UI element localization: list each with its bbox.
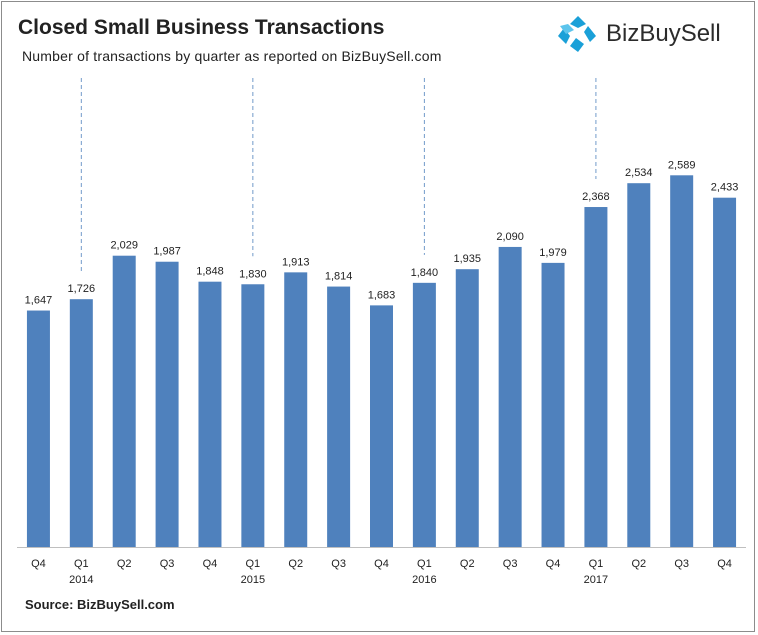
data-label: 1,840 (411, 267, 439, 279)
data-label: 2,090 (496, 231, 524, 243)
bar (284, 272, 308, 547)
x-year-label: 2015 (241, 574, 265, 586)
data-label: 1,848 (196, 266, 224, 278)
source-note: Source: BizBuySell.com (25, 597, 175, 612)
bar (327, 286, 351, 547)
x-tick-label: Q4 (546, 558, 561, 570)
data-label: 1,814 (325, 271, 353, 283)
data-label: 2,589 (668, 159, 696, 171)
x-year-label: 2016 (412, 574, 436, 586)
x-tick-label: Q3 (331, 558, 346, 570)
x-tick-label: Q1 (246, 558, 261, 570)
data-label: 1,683 (368, 289, 396, 301)
x-year-label: 2017 (584, 574, 608, 586)
bar (26, 310, 50, 547)
x-year-label: 2014 (69, 574, 93, 586)
data-label: 1,935 (453, 253, 481, 265)
x-tick-label: Q4 (203, 558, 218, 570)
x-tick-label: Q2 (288, 558, 303, 570)
logo-text: BizBuySell (606, 20, 721, 47)
bar (370, 305, 393, 547)
x-tick-label: Q4 (717, 558, 732, 570)
bar (670, 175, 694, 547)
data-label: 1,987 (153, 246, 181, 258)
x-tick-label: Q1 (589, 558, 604, 570)
data-label: 1,979 (539, 247, 567, 259)
bar (713, 197, 737, 547)
bizbuysell-star-icon (558, 16, 596, 52)
x-tick-label: Q2 (631, 558, 646, 570)
x-tick-label: Q1 (417, 558, 432, 570)
chart-title: Closed Small Business Transactions (18, 16, 385, 39)
x-tick-label: Q4 (374, 558, 389, 570)
data-label: 2,368 (582, 191, 610, 203)
brand-logo: BizBuySell (556, 14, 746, 54)
x-tick-label: Q2 (117, 558, 132, 570)
x-tick-label: Q3 (674, 558, 689, 570)
bar (541, 262, 565, 547)
data-label: 1,913 (282, 256, 310, 268)
x-tick-label: Q1 (74, 558, 89, 570)
x-tick-label: Q3 (160, 558, 175, 570)
bar (412, 282, 436, 547)
bar (198, 281, 222, 547)
x-tick-label: Q4 (31, 558, 46, 570)
x-tick-label: Q2 (460, 558, 475, 570)
bar (69, 299, 93, 547)
data-label: 2,534 (625, 167, 653, 179)
bar (498, 246, 522, 547)
bar (241, 284, 265, 547)
bar (155, 261, 179, 547)
chart-subtitle: Number of transactions by quarter as rep… (22, 48, 442, 64)
bar (584, 207, 608, 548)
bar (455, 269, 479, 547)
data-label: 1,830 (239, 268, 267, 280)
x-tick-label: Q3 (503, 558, 518, 570)
bar (627, 183, 651, 547)
data-label: 2,029 (110, 240, 138, 252)
data-label: 1,726 (68, 283, 96, 295)
bar (112, 255, 136, 547)
data-label: 2,433 (711, 182, 739, 194)
data-label: 1,647 (25, 295, 53, 307)
